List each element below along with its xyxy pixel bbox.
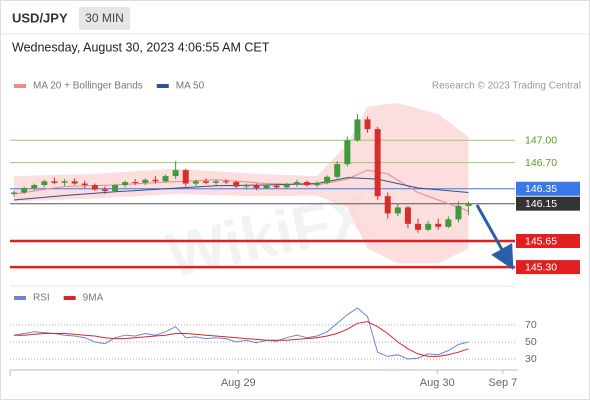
x-tick-label: Aug 29 [221, 377, 256, 389]
candle-body [354, 119, 361, 141]
legend-label: MA 50 [176, 81, 205, 92]
candle-body [51, 181, 58, 183]
level-label: 147.00 [525, 135, 557, 147]
level-label: 146.15 [525, 198, 557, 210]
candle-body [91, 185, 98, 190]
candle-body [122, 182, 129, 186]
candle-body [384, 196, 391, 214]
candle-body [41, 181, 48, 186]
candle-body [172, 170, 179, 177]
forecast-arrow [475, 204, 514, 270]
legend-swatch [63, 296, 76, 300]
candle-body [142, 179, 149, 183]
candle-body [425, 223, 432, 230]
level-label: 145.30 [525, 261, 557, 273]
candle-body [61, 181, 68, 183]
timestamp: Wednesday, August 30, 2023 4:06:55 AM CE… [12, 40, 270, 54]
y-tick-label: 70 [525, 319, 537, 331]
candle-body [253, 185, 260, 189]
indicator-line [14, 321, 469, 357]
candle-body [21, 188, 28, 193]
candle-body [182, 170, 189, 184]
candle-body [101, 189, 108, 192]
y-tick-label: 30 [525, 353, 537, 365]
interval-badge[interactable] [79, 7, 130, 30]
level-label-box [516, 181, 580, 196]
band-layer [14, 103, 469, 264]
candle-body [263, 185, 270, 189]
level-label: 145.65 [525, 235, 557, 247]
candle-body [445, 219, 452, 227]
candle-body [202, 181, 209, 183]
candle-body [435, 223, 442, 227]
legend-swatch [14, 84, 26, 88]
level-label: 146.70 [525, 157, 557, 169]
grid-layer [10, 139, 515, 360]
candle-body [324, 176, 331, 183]
level-label-box [516, 233, 580, 248]
legend-swatch [156, 84, 169, 88]
candle-body [334, 164, 341, 177]
candle-body [364, 119, 371, 130]
credit: Research © 2023 Trading Central [432, 81, 581, 92]
candle-body [344, 140, 351, 165]
x-tick-label: Sep 7 [489, 377, 518, 389]
candle-body [112, 185, 119, 192]
level-label-box [516, 260, 580, 275]
candle-body [152, 179, 159, 182]
candle-body [213, 181, 220, 183]
candle-body [283, 184, 290, 188]
bollinger-band [14, 103, 469, 264]
candle-body [132, 182, 139, 184]
candle-body [404, 207, 411, 224]
candle-body [192, 181, 199, 184]
candle-body [81, 183, 88, 186]
legend-label: RSI [33, 293, 50, 304]
candle-body [374, 129, 381, 197]
candle-body [71, 181, 78, 184]
level-label: 146.35 [525, 183, 557, 195]
legend-swatch [14, 296, 26, 300]
candle-body [293, 182, 300, 185]
marks-layer: 147.00 146.70 146.35 146.15 145.65 145.30 Aug … [11, 81, 580, 389]
candle-body [31, 185, 38, 189]
candle-body [415, 223, 422, 230]
candle-body [314, 182, 321, 186]
candle-body [303, 182, 310, 186]
candle-body [162, 176, 169, 182]
candle-body [273, 185, 280, 188]
y-tick-label: 50 [525, 336, 537, 348]
candle-body [243, 185, 250, 187]
candle-body [223, 181, 230, 183]
candle-body [394, 207, 401, 214]
candle-body [465, 203, 472, 206]
legend-label: 9MA [83, 293, 104, 304]
candle-body [233, 182, 240, 187]
symbol: USD/JPY [12, 10, 68, 25]
x-tick-label: Aug 30 [420, 377, 455, 389]
candle-body [11, 192, 18, 194]
level-label-box [516, 196, 580, 211]
legend-label: MA 20 + Bollinger Bands [33, 81, 143, 92]
candle-body [455, 205, 462, 220]
interval[interactable]: 30 MIN [85, 11, 124, 25]
indicator-line [13, 307, 469, 360]
